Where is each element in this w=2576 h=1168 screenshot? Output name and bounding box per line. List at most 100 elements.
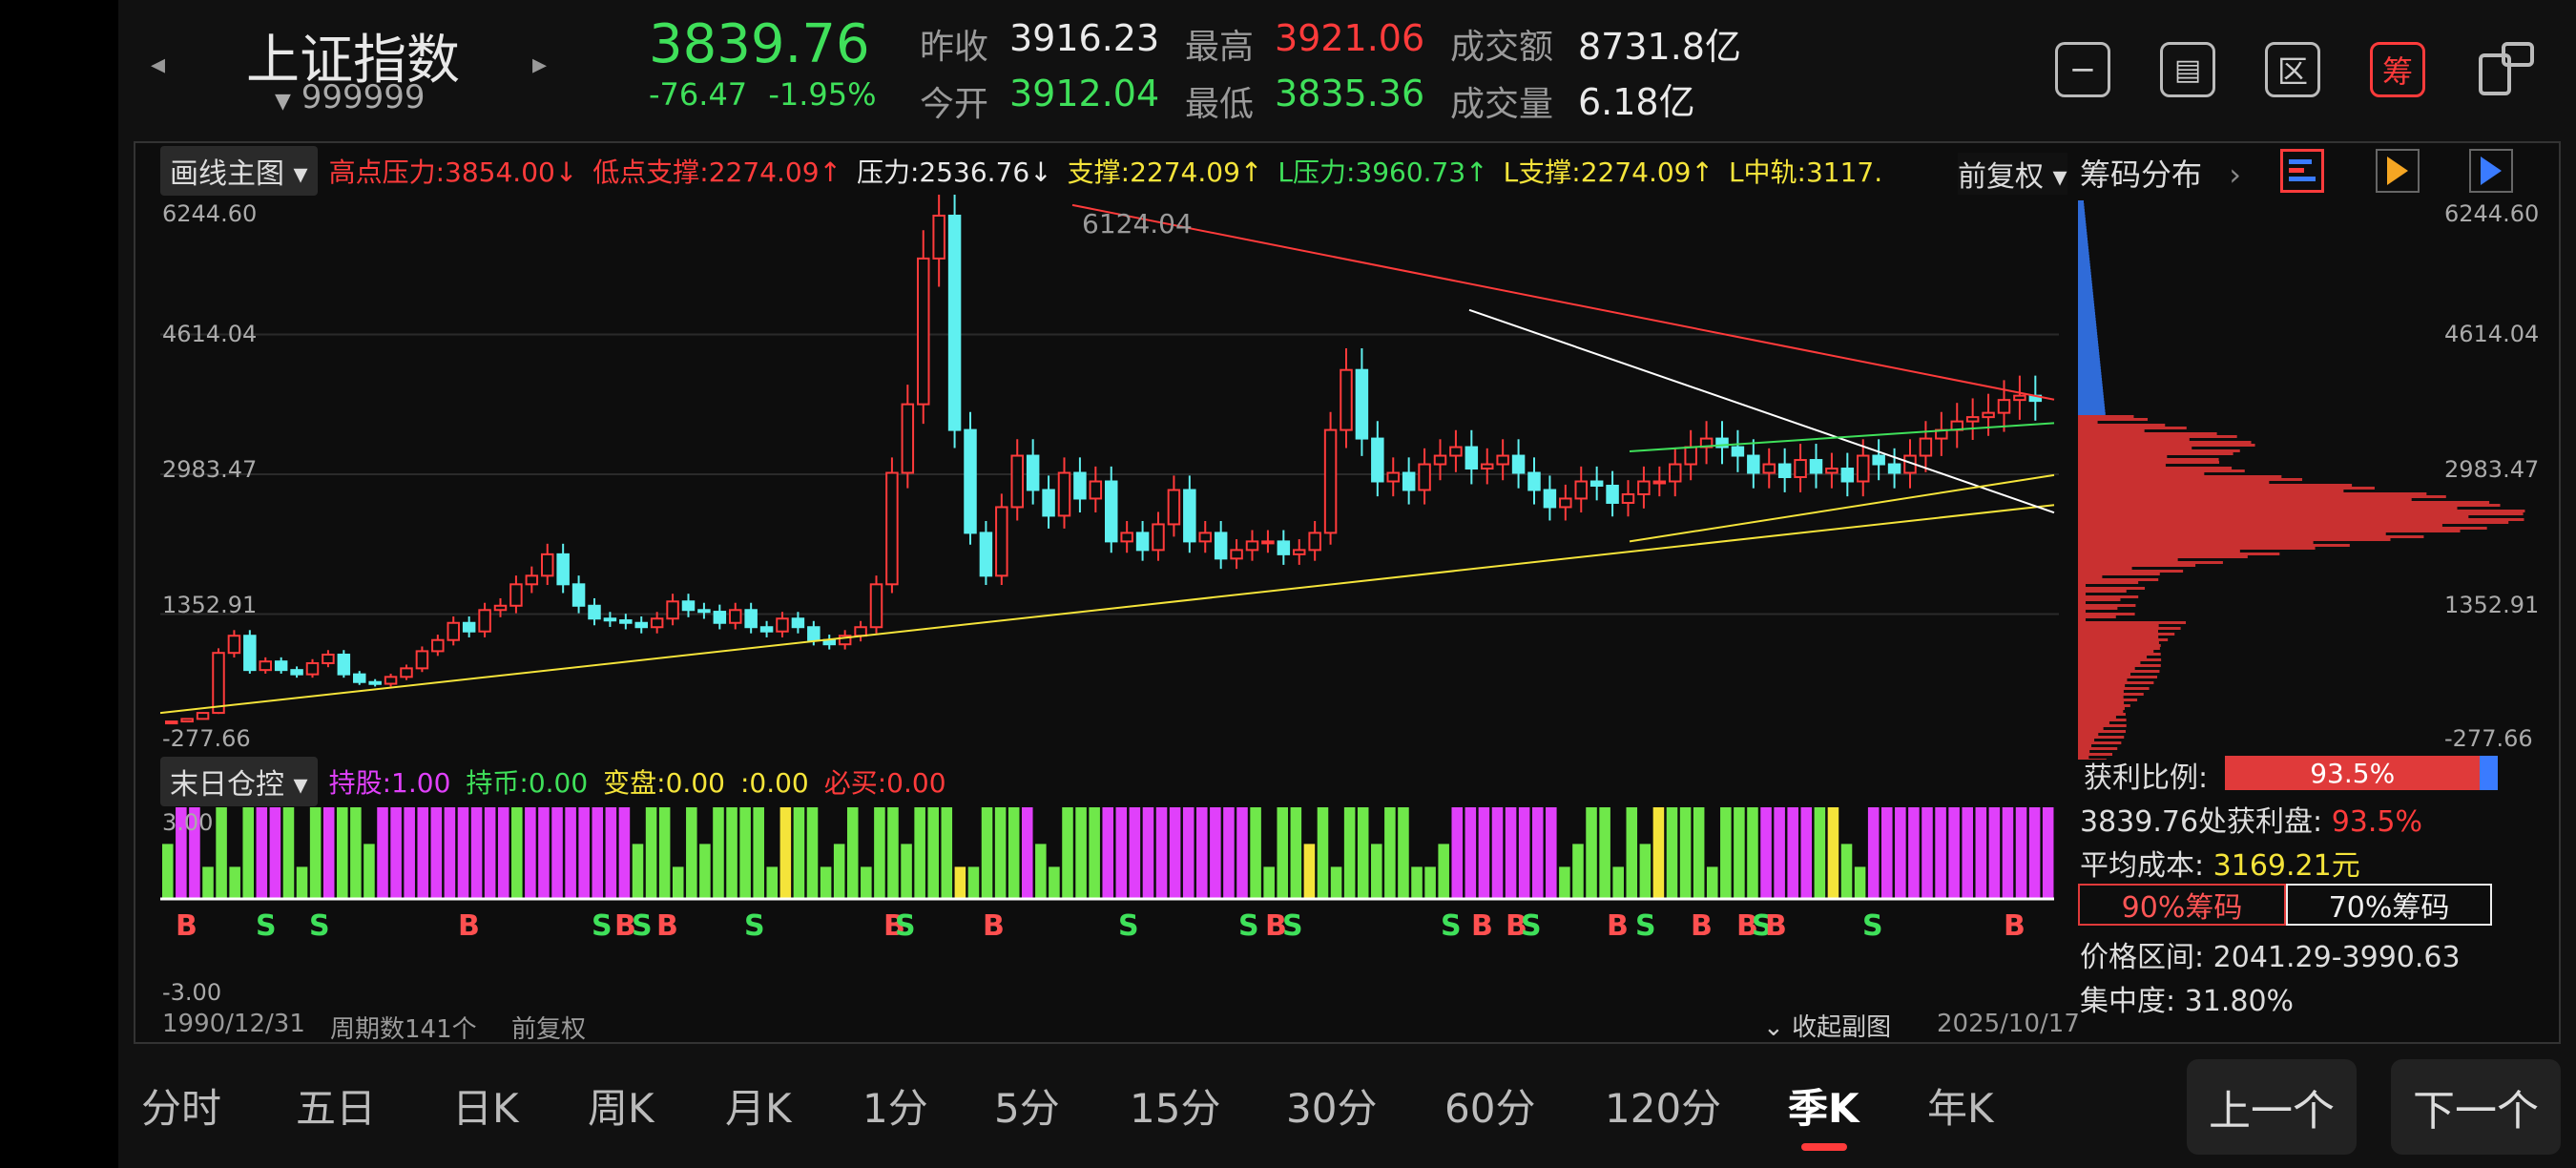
position-control-chart[interactable]: B S S B S BS B S BS B S S BS S B BS B S B BSB S B	[160, 794, 2059, 1013]
period-tab-8[interactable]: 30分	[1286, 1085, 1378, 1132]
profit-at-price: 3839.76处获利盘: 93.5%	[2080, 798, 2422, 840]
chip-view-blue-icon[interactable]	[2469, 149, 2513, 193]
main-kline-chart[interactable]	[160, 195, 2059, 754]
period-tab-2[interactable]: 日K	[452, 1085, 519, 1132]
kline-candle	[807, 626, 821, 641]
chip-view-bars-icon[interactable]	[2280, 149, 2324, 193]
kline-candle	[1887, 463, 1901, 474]
position-bar	[1586, 807, 1597, 899]
kline-candle	[180, 718, 194, 723]
position-bar	[2028, 807, 2041, 899]
kline-candle	[384, 676, 398, 685]
chip-bar-red	[2078, 558, 2178, 561]
change-value: -76.47	[649, 76, 748, 113]
period-tab-3[interactable]: 周K	[588, 1085, 654, 1132]
chip-bar-red	[2078, 544, 2350, 547]
prev-index-arrow[interactable]: ◂	[151, 48, 166, 81]
main-legend-item-5: L支撑:2274.09↑	[1503, 156, 1714, 188]
price-range-value: 2041.29-3990.63	[2212, 941, 2461, 974]
sub-indicator-menu[interactable]: 末日仓控 ▾	[160, 757, 318, 806]
buy-signal-mark: B	[1265, 909, 1287, 943]
channel-lower-line	[1629, 473, 2055, 543]
chip-bar-red	[2078, 687, 2150, 690]
range-icon[interactable]: 区	[2265, 42, 2320, 97]
period-tab-1[interactable]: 五日	[296, 1085, 377, 1132]
period-tab-11[interactable]: 季K	[1788, 1076, 1859, 1151]
chip-bar-blue	[2078, 346, 2099, 349]
position-bar	[390, 807, 402, 899]
minus-icon[interactable]: −	[2055, 42, 2110, 97]
chip-bar-blue	[2078, 292, 2093, 295]
period-tab-4[interactable]: 月K	[725, 1085, 792, 1132]
chip-bar-red	[2078, 570, 2184, 573]
period-tab-12[interactable]: 年K	[1927, 1085, 1994, 1132]
kline-candle	[979, 532, 993, 577]
chip-bar-red	[2078, 756, 2089, 759]
position-bar	[1008, 807, 1020, 899]
chip-bar-red	[2078, 561, 2223, 564]
prev-stock-button[interactable]: 上一个	[2187, 1059, 2357, 1155]
chip-bar-blue	[2078, 286, 2093, 289]
position-bar	[1303, 844, 1316, 899]
kline-candle	[1105, 480, 1118, 543]
index-code[interactable]: ▼ 999999	[275, 78, 426, 116]
position-bar	[1290, 807, 1302, 899]
collapse-sub-chart-button[interactable]: ⌄ 收起副图	[1763, 1008, 1891, 1043]
position-bar	[605, 807, 617, 899]
chip-tab-70[interactable]: 70%筹码	[2286, 884, 2492, 926]
sell-signal-mark: S	[256, 909, 277, 943]
chip-bar-blue	[2078, 215, 2086, 218]
chip-toggle-button[interactable]: 筹	[2370, 42, 2425, 97]
position-bar	[1747, 807, 1758, 899]
next-index-arrow[interactable]: ▸	[532, 48, 548, 81]
avg-cost: 平均成本: 3169.21元	[2080, 842, 2360, 884]
sub-legend-item-2: 变盘:0.00	[603, 767, 725, 799]
kline-candle	[1809, 459, 1823, 474]
chevron-right-icon: ›	[2229, 156, 2241, 193]
buy-signal-mark: B	[1471, 909, 1493, 943]
restore-menu[interactable]: 前复权 ▾	[1958, 153, 2067, 195]
position-bar	[901, 844, 912, 899]
position-bar	[1572, 844, 1584, 899]
chip-bar-blue	[2078, 358, 2100, 361]
sub-legend-item-4: 必买:0.00	[823, 767, 946, 799]
period-tab-6[interactable]: 5分	[994, 1085, 1060, 1132]
chip-bar-red	[2078, 432, 2217, 435]
kline-candle	[1747, 454, 1760, 474]
chip-bar-red	[2078, 587, 2146, 590]
sub-indicator-legend: 末日仓控 ▾ 持股:1.00 持币:0.00 变盘:0.00:0.00 必买:0.00	[160, 757, 962, 806]
position-bar	[417, 807, 429, 899]
buy-signal-mark: B	[2004, 909, 2025, 943]
period-tab-7[interactable]: 15分	[1130, 1085, 1221, 1132]
main-indicator-menu[interactable]: 画线主图 ▾	[160, 146, 318, 196]
kline-candle	[947, 214, 962, 431]
rotate-screen-icon[interactable]	[2475, 36, 2538, 99]
period-tab-5[interactable]: 1分	[862, 1085, 928, 1132]
kline-candle	[713, 611, 727, 624]
chip-panel-title[interactable]: 筹码分布 ›	[2080, 151, 2241, 195]
chip-bar-red	[2078, 575, 2103, 578]
position-bar	[538, 807, 550, 899]
position-bar	[2002, 807, 2014, 899]
kline-candle	[1261, 540, 1275, 545]
concentration-label: 集中度:	[2080, 985, 2176, 1018]
period-tab-0[interactable]: 分时	[141, 1085, 222, 1132]
draw-board-icon[interactable]: ▤	[2160, 42, 2215, 97]
chip-bar-blue	[2078, 364, 2101, 366]
chip-bar-blue	[2078, 269, 2091, 272]
position-bar	[941, 807, 953, 899]
end-date: 2025/10/17	[1937, 1010, 2080, 1038]
period-tab-10[interactable]: 120分	[1605, 1085, 1722, 1132]
chip-bar-blue	[2078, 301, 2094, 303]
chip-tab-90[interactable]: 90%筹码	[2078, 884, 2286, 926]
main-axis-label-1: 4614.04	[162, 321, 258, 347]
period-tab-9[interactable]: 60分	[1444, 1085, 1536, 1132]
position-bar	[1706, 866, 1718, 899]
position-bar	[618, 807, 631, 899]
chip-bar-blue	[2078, 289, 2093, 292]
chip-view-fire-icon[interactable]	[2376, 149, 2420, 193]
position-bar	[1652, 807, 1665, 899]
chip-bar-blue	[2078, 266, 2091, 269]
next-stock-button[interactable]: 下一个	[2391, 1059, 2561, 1155]
chip-bar-red	[2078, 678, 2128, 681]
